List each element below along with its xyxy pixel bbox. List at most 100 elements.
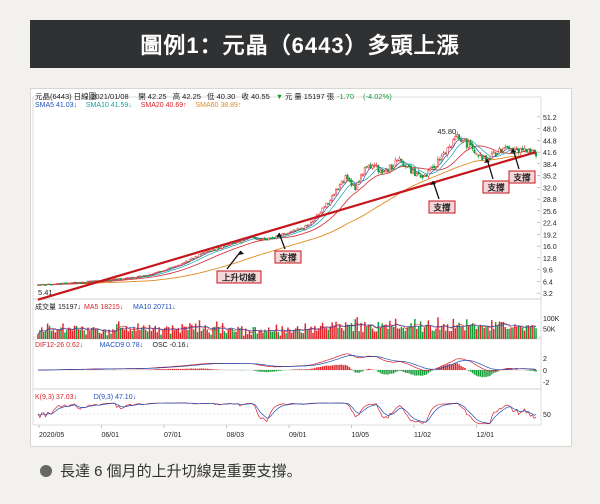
osc-bar [496,370,499,372]
candle-body [529,148,532,154]
volume-bar [379,327,381,339]
volume-bar [483,327,485,339]
candle-body [286,233,289,235]
candle-body [260,239,263,241]
osc-bar [193,368,195,370]
legend-entry: D(9,3) 47.10↓ [94,394,136,401]
volume-bar [391,325,393,339]
osc-bar [368,368,370,370]
candle-body [383,171,386,173]
volume-bar [462,326,464,339]
uptrend-note-label: 上升切線 [222,273,257,283]
candle-body [396,160,399,162]
volume-bar [87,327,89,339]
volume-bar [318,328,320,339]
support-arrowhead [238,251,244,255]
candle-body [454,136,457,140]
osc-bar [356,370,358,373]
volume-bar [454,328,456,339]
candle-body [136,275,139,278]
volume-bar [102,329,105,339]
volume-bar [100,333,103,339]
vol-ma5-line [37,322,537,335]
info-field: 2021/01/08 [91,92,129,101]
candle-body [523,148,526,151]
osc-bar [377,370,380,372]
candle-body [135,277,138,279]
candle-body [413,168,416,177]
candle-body [50,284,53,286]
osc-bar [479,370,481,377]
volume-bar [223,331,226,339]
candle-body [515,147,518,150]
candle-body [54,283,57,286]
candle-body [75,281,78,284]
x-tick-label: 2020/05 [39,432,64,439]
volume-bar [258,330,260,339]
candle-body [129,277,132,279]
osc-bar [185,368,187,370]
volume-bar [458,322,460,339]
volume-bar [243,335,245,339]
volume-bar [396,328,399,339]
candle-body [427,170,430,177]
candle-body [502,147,505,152]
osc-bar [177,368,180,370]
volume-bar [321,322,324,339]
volume-bar [200,330,203,339]
figure-title: 圖例1：元晶（6443）多頭上漲 [30,20,570,68]
candle-body [190,257,193,260]
candle-body [290,230,293,233]
volume-bar [469,325,472,339]
volume-bar [327,329,330,339]
volume-bar [387,328,389,339]
caption: 長達 6 個月的上升切線是重要支撐。 [40,460,302,481]
d-line [37,402,537,424]
candle-body [263,237,266,240]
volume-bar [489,330,491,339]
candle-body [148,274,151,276]
volume-bar [166,326,168,339]
candle-body [490,153,493,160]
candle-body [436,158,439,167]
volume-bar [500,322,503,339]
volume-bar [519,326,522,339]
osc-bar [312,368,314,370]
osc-bar [471,370,474,374]
osc-bar [531,370,533,371]
volume-bar [143,325,145,339]
osc-bar [487,370,489,377]
volume-bar [196,332,199,339]
volume-bar [225,333,228,339]
volume-bar [150,330,153,339]
osc-bar [269,370,272,372]
candle-body [481,155,484,160]
candle-body [198,254,201,258]
volume-bar [310,326,312,339]
support-arrowhead [276,233,282,237]
candle-body [363,167,366,174]
volume-bar [177,327,180,339]
volume-bar [39,330,41,339]
candle-body [161,270,164,272]
volume-bar [260,330,262,339]
candle-body [285,233,288,236]
volume-bar [241,326,243,339]
candle-body [165,269,168,271]
volume-bar [50,330,53,339]
support-arrow [486,158,494,180]
volume-bar [279,335,281,339]
support-note-2-label: 支撐 [432,203,451,213]
candle-body [56,283,59,285]
volume-bar [227,329,230,339]
volume-bar [502,322,505,339]
osc-bar [391,370,393,374]
candle-body [133,277,136,279]
candle-body [192,258,195,260]
volume-bar [364,321,366,339]
candle-body [498,148,501,154]
osc-bar [481,370,483,378]
candle-body [73,281,76,284]
candle-body [275,235,278,239]
